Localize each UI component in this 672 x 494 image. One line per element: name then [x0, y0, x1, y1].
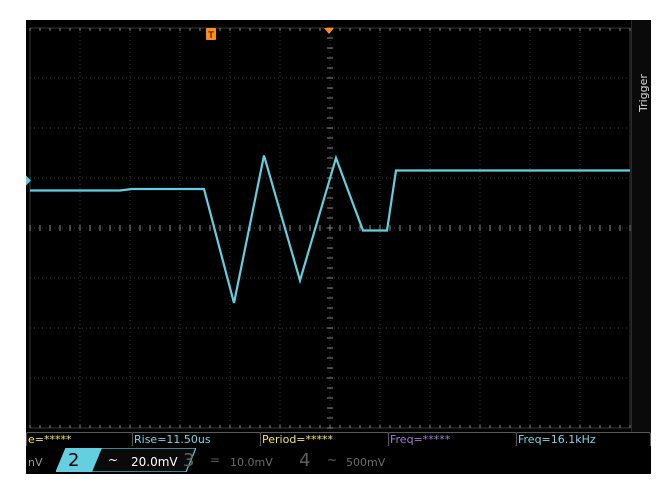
measurement-item[interactable]: Freq=***** [388, 432, 517, 447]
measurement-item[interactable]: Period=***** [260, 432, 389, 447]
horizontal-position-marker [324, 28, 334, 34]
ac-coupling-icon: ~ [327, 453, 338, 467]
trigger-label[interactable]: Trigger [637, 74, 650, 112]
measurement-item[interactable]: Freq=16.1kHz [516, 432, 651, 447]
channel-4-number: 4 [299, 450, 311, 471]
channel-4-scale: 500mV [346, 456, 386, 469]
channel-1-indicator[interactable]: nV [26, 448, 56, 472]
trigger-position-marker [206, 28, 216, 40]
channel-4-indicator[interactable]: 4 ~ 500mV [294, 448, 424, 472]
waveform-plot: TT [26, 27, 643, 429]
measurement-item[interactable]: e=***** [26, 432, 133, 447]
channel-3-number: 3 [183, 450, 195, 471]
channel-2-indicator[interactable]: 2 ~ 20.0mV [56, 448, 196, 472]
channel-2-offset-marker [26, 175, 31, 186]
channel-3-indicator[interactable]: 3 = 10.0mV [178, 448, 308, 472]
channel-2-waveform [30, 154, 630, 304]
trigger-marker-label: T [207, 31, 214, 41]
channel-2-scale: 20.0mV [131, 455, 178, 469]
trigger-menu-tab[interactable] [631, 20, 651, 432]
channel-bar: nV 2 ~ 20.0mV 3 = 10.0mV 4 ~ 500mV [26, 446, 651, 474]
channel-3-scale: 10.0mV [230, 456, 273, 469]
channel-1-scale: nV [28, 456, 43, 469]
dc-coupling-icon: = [210, 453, 221, 467]
oscilloscope-display: TT Trigger e=***** Rise=11.50us Period=*… [26, 20, 651, 474]
channel-2-number: 2 [68, 450, 80, 471]
channel-2-tab-shape [56, 448, 196, 472]
measurement-bar: e=***** Rise=11.50us Period=***** Freq=*… [26, 432, 651, 447]
measurement-item[interactable]: Rise=11.50us [132, 432, 261, 447]
ac-coupling-icon: ~ [108, 453, 119, 467]
